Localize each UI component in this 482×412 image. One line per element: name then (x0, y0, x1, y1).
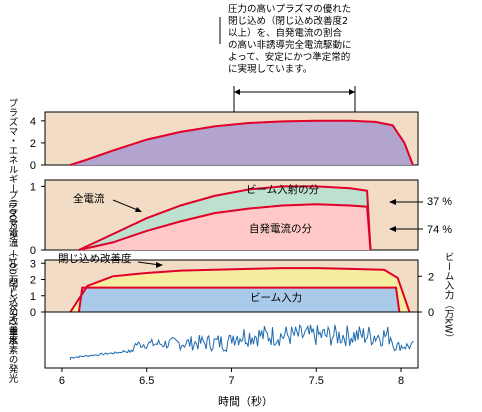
ytick-label-energy-4: 4 (30, 116, 36, 128)
ytick-label-current-1: 1 (30, 181, 36, 193)
annotation-arrow-left (234, 89, 240, 95)
data-layer (44, 119, 419, 369)
current-area-1 (78, 204, 371, 250)
ytick-label-current-0: 0 (30, 245, 36, 257)
annotation-line-2: 閉じ込め（閉じ込め改善度2 (228, 16, 349, 27)
arrow-74pct-head (389, 226, 396, 232)
label-total-current: 全電流 (73, 192, 105, 205)
xtick-label-4: 8 (398, 375, 404, 387)
rtick-label-beam-0: 2 (428, 271, 434, 283)
arrow-confinement-head (156, 262, 163, 268)
label-confinement: 閉じ込め改善度 (58, 252, 132, 265)
ylabel-current: プラズマ電流（100万アンペア） (7, 190, 19, 332)
label-74pct: 74 % (427, 224, 452, 236)
label-37pct: 37 % (427, 196, 452, 208)
annotation-text: 圧力の高いプラズマの優れた 閉じ込め（閉じ込め改善度2 以上）を、自発電流の割合… (228, 4, 368, 76)
current-line-1 (78, 203, 372, 251)
annotation-bracket (219, 17, 356, 114)
energy-line (70, 119, 414, 166)
current-line-0 (78, 185, 372, 251)
ytick-label-energy-2: 2 (30, 138, 36, 150)
ytick-label-energy-0: 0 (30, 160, 36, 172)
arrow-total-current-head (135, 207, 142, 212)
confinement-line-1 (77, 286, 401, 313)
ylabel-energy: プラズマ・エネルギー（100万ジュール） (7, 98, 19, 278)
rtick-label-beam-1: 0 (428, 307, 434, 319)
confinement-line-0 (69, 267, 411, 313)
ytick-label-confinement-2: 2 (30, 275, 36, 287)
annotation-line-6: に実現しています。 (228, 64, 313, 75)
arrow-total-current (112, 199, 141, 212)
annotation-arrow-right (349, 89, 355, 95)
ytick-label-confinement-3: 3 (30, 258, 36, 270)
label-bootstrap: 自発電流の分 (249, 222, 312, 235)
arrow-37pct-head (389, 199, 396, 205)
annotation-line-4: の高い非誘導完全電流駆動に (228, 40, 352, 51)
xtick-label-1: 6.5 (139, 375, 154, 387)
y-labels: プラズマ・エネルギー（100万ジュール） プラズマ電流（100万アンペア） 閉じ… (7, 98, 455, 384)
xtick-label-0: 6 (59, 375, 65, 387)
ylabel-beam: ビーム入力（万kW） (443, 252, 455, 343)
energy-area (70, 120, 413, 165)
axes: 0 2 4 0 1 0 1 2 3 2 0 6 6.5 7 7.5 8 (30, 116, 434, 387)
ytick-label-confinement-0: 0 (30, 307, 36, 319)
annotation-line-1: 圧力の高いプラズマの優れた (228, 4, 352, 15)
x-axis-label: 時間（秒） (218, 394, 273, 408)
xtick-label-3: 7.5 (309, 375, 324, 387)
label-beam-current: ビーム入射の分 (246, 183, 320, 196)
label-beam-power: ビーム入力 (250, 291, 302, 304)
annotation-line-3: 以上）を、自発電流の割合 (228, 28, 343, 39)
confinement-area-1 (78, 287, 400, 312)
ylabel-confinement: 閉じ込め改善度 (7, 278, 19, 345)
annotation-line-5: よって、安定にかつ準定常的 (228, 52, 351, 63)
ylabel-emission: 重水素の発光 (7, 325, 19, 384)
region-labels: ビーム入射の分 自発電流の分 全電流 閉じ込め改善度 ビーム入力 37 % 74… (58, 183, 452, 304)
xtick-label-2: 7 (228, 375, 234, 387)
ytick-label-confinement-1: 1 (30, 291, 36, 303)
pointer-arrows (112, 199, 423, 268)
emission-trace (69, 323, 414, 361)
